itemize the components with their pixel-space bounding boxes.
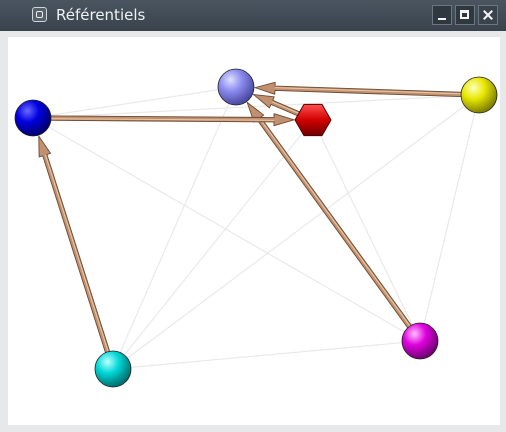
close-button[interactable] xyxy=(478,5,498,25)
faint-edge-cyan-lavender xyxy=(112,86,237,370)
graph-view[interactable] xyxy=(8,37,500,425)
maximize-button[interactable] xyxy=(455,5,475,25)
faint-edge-yellow-magenta xyxy=(419,94,480,342)
graph-canvas[interactable] xyxy=(8,37,500,425)
node-lavender[interactable] xyxy=(217,68,255,106)
minimize-button[interactable] xyxy=(432,5,452,25)
node-yellow[interactable] xyxy=(460,76,498,114)
faint-edge-cyan-magenta xyxy=(112,340,421,370)
faint-edge-blue-magenta xyxy=(32,117,421,342)
arrow-yellow-to-lavender xyxy=(254,81,476,98)
nodes-layer xyxy=(14,68,498,388)
arrow-highlight-blue-to-red xyxy=(36,118,275,121)
arrow-highlight-cyan-to-blue xyxy=(44,154,113,366)
node-blue[interactable] xyxy=(14,99,52,137)
title-bar[interactable]: Référentiels xyxy=(0,0,506,31)
faint-edge-blue-yellow xyxy=(32,94,480,119)
faint-edge-cyan-yellow xyxy=(112,94,480,370)
window-menu-icon[interactable] xyxy=(32,7,47,22)
arrow-highlight-yellow-to-lavender xyxy=(274,87,476,95)
node-magenta[interactable] xyxy=(401,322,439,360)
arrow-highlight-magenta-to-lavender xyxy=(258,117,419,338)
window-title: Référentiels xyxy=(56,6,146,24)
node-cyan[interactable] xyxy=(94,350,132,388)
faint-edge-blue-lavender xyxy=(32,86,237,119)
arrows-layer xyxy=(36,81,476,367)
faint-edge-cyan-red xyxy=(112,119,314,370)
faint-edge-red-magenta xyxy=(312,119,421,342)
node-red[interactable] xyxy=(294,103,332,137)
